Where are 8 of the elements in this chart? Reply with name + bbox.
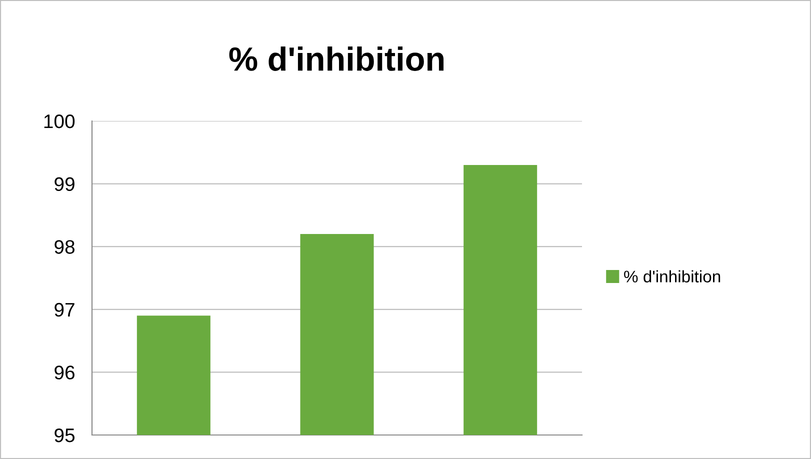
y-tick-label: 98 — [54, 240, 74, 254]
chart-title: % d'inhibition — [229, 46, 444, 71]
y-tick-label: 96 — [54, 366, 74, 380]
y-tick-label: 100 — [44, 114, 75, 128]
y-tick-label: 97 — [54, 302, 74, 317]
y-tick-label: 95 — [54, 428, 75, 442]
y-tick-label: 99 — [54, 177, 74, 192]
legend-label: % d'inhibition — [624, 270, 720, 282]
